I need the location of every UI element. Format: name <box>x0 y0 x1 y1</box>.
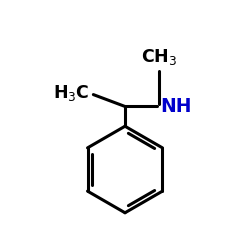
Text: CH$_3$: CH$_3$ <box>141 47 177 67</box>
Text: H$_3$C: H$_3$C <box>53 83 90 103</box>
Text: NH: NH <box>160 97 192 116</box>
